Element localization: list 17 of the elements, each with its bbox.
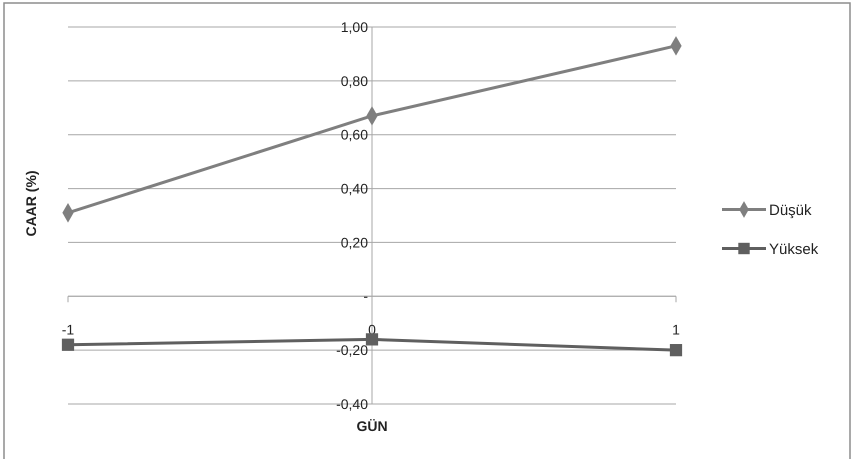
y-tick-label: 0,60 — [340, 126, 368, 143]
y-axis-title: CAAR (%) — [23, 170, 39, 237]
y-tick-label: -0,40 — [336, 396, 368, 412]
legend-label: Düşük — [769, 202, 812, 219]
y-tick-label: 0,80 — [340, 72, 368, 89]
y-tick-label: 1,00 — [340, 18, 368, 35]
legend-label: Yüksek — [769, 240, 819, 258]
point — [670, 344, 682, 356]
x-tick-label: -1 — [62, 321, 74, 338]
y-tick-label: -0,20 — [336, 342, 368, 358]
point — [366, 333, 378, 346]
x-axis-title: GÜN — [356, 418, 388, 434]
y-tick-label: 0,20 — [340, 234, 368, 250]
y-tick-label: 0,40 — [340, 180, 368, 196]
point — [62, 338, 74, 351]
y-tick-label: - — [363, 288, 368, 304]
x-tick-label: 1 — [672, 321, 680, 338]
